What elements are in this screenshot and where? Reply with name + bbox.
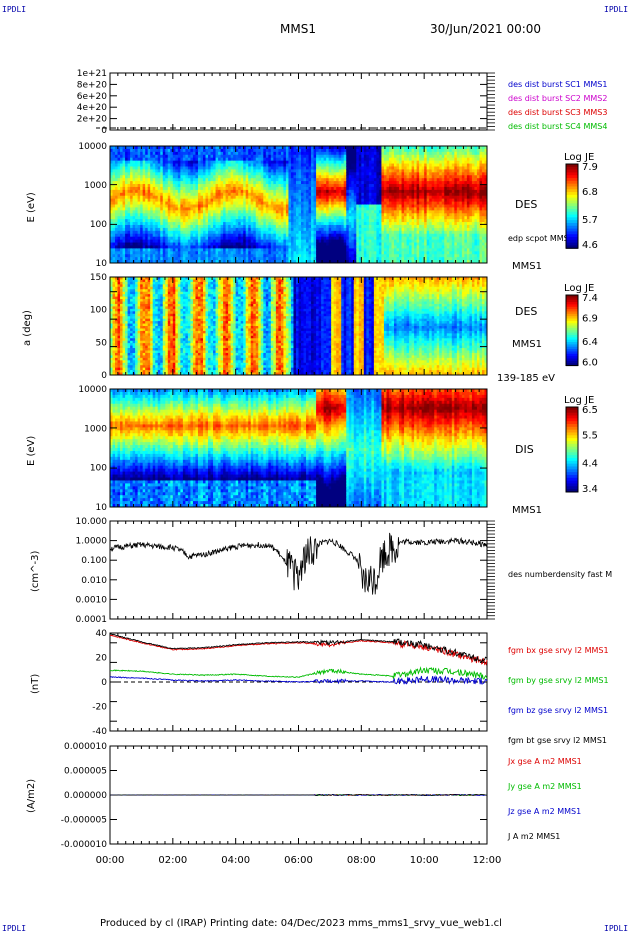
y-tick-label: 4e+20 [77, 103, 108, 113]
legend-entry: des dist burst SC4 MMS4 [508, 122, 607, 131]
legend-entry: des dist burst SC3 MMS3 [508, 108, 607, 117]
des-energy-spectrogram [110, 146, 488, 264]
legend-entry: des dist burst SC2 MMS2 [508, 94, 607, 103]
y-tick-label: 1e+21 [77, 69, 107, 79]
legend-entry: des dist burst SC1 MMS1 [508, 80, 607, 89]
panel-frame [110, 73, 487, 130]
y-tick-label: 8e+20 [77, 80, 108, 90]
y-tick-label: 2e+20 [77, 115, 108, 125]
y-tick-label: 6e+20 [77, 92, 108, 102]
